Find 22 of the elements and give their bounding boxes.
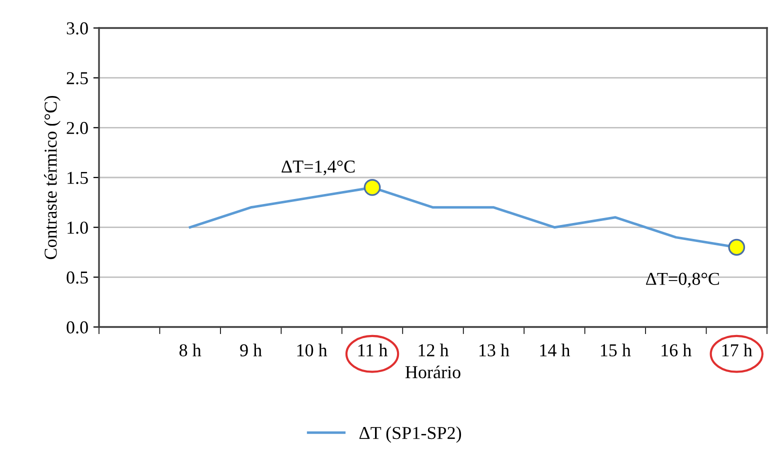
annotation: ΔT=1,4°C (282, 160, 355, 176)
legend-label: ΔT (SP1-SP2) (359, 426, 462, 443)
x-tick-label: 9 h (240, 344, 262, 356)
y-tick-label: 2.5 (66, 72, 88, 84)
y-tick-label: 0.0 (66, 321, 88, 334)
x-tick-label: 12 h (418, 344, 449, 356)
y-tick-label: 1.0 (68, 222, 88, 234)
y-tick-label: 2.0 (66, 122, 88, 134)
y-axis-title: Contraste térmico (°C) (44, 96, 60, 260)
x-tick-label: 8 h (179, 344, 202, 356)
x-tick-label: 10 h (297, 344, 328, 356)
x-tick-label: 13 h (480, 344, 510, 356)
x-tick-label: 15 h (600, 344, 631, 356)
x-tick-label: 11 h (358, 344, 388, 356)
annotation: ΔT=0,8°C (646, 272, 719, 288)
y-tick-label: 0.5 (66, 271, 88, 284)
x-axis-title: Horário (405, 366, 460, 378)
y-tick-label: 1.5 (68, 172, 88, 184)
y-tick-label: 3.0 (66, 22, 88, 35)
x-tick-label: 16 h (662, 344, 692, 356)
x-tick-label: 17 h (722, 344, 752, 356)
x-tick-label: 14 h (540, 344, 570, 356)
